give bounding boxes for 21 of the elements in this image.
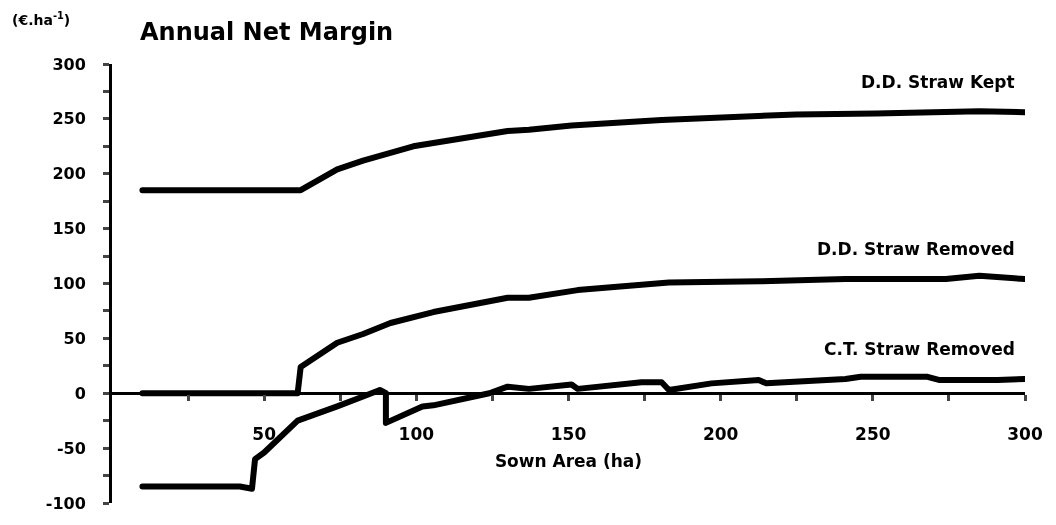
series-label: D.D. Straw Kept	[861, 72, 1015, 92]
series-label: C.T. Straw Removed	[824, 339, 1015, 359]
x-tick-label: 150	[550, 423, 587, 444]
x-tick-label: 200	[702, 423, 739, 444]
y-tick-label: 0	[74, 383, 86, 403]
y-tick-label: 200	[52, 164, 86, 184]
y-tick-label: 100	[52, 274, 86, 294]
chart-title: Annual Net Margin	[140, 17, 394, 46]
y-tick-label: 250	[52, 109, 86, 129]
x-tick-label: 50	[252, 423, 277, 444]
y-tick-label: 150	[52, 219, 86, 239]
y-tick-label: 50	[63, 328, 86, 348]
y-tick-label: -50	[56, 438, 86, 458]
x-axis-title: Sown Area (ha)	[494, 451, 643, 472]
y-tick-label: 300	[52, 54, 86, 74]
x-tick-label: 300	[1007, 423, 1043, 444]
x-tick-label: 250	[855, 423, 891, 444]
y-axis-title: (€.ha$^{-1}$)	[12, 10, 71, 28]
series-label: D.D. Straw Removed	[817, 239, 1015, 259]
y-tick-label: -100	[45, 493, 86, 513]
x-tick-label: 100	[398, 423, 435, 444]
